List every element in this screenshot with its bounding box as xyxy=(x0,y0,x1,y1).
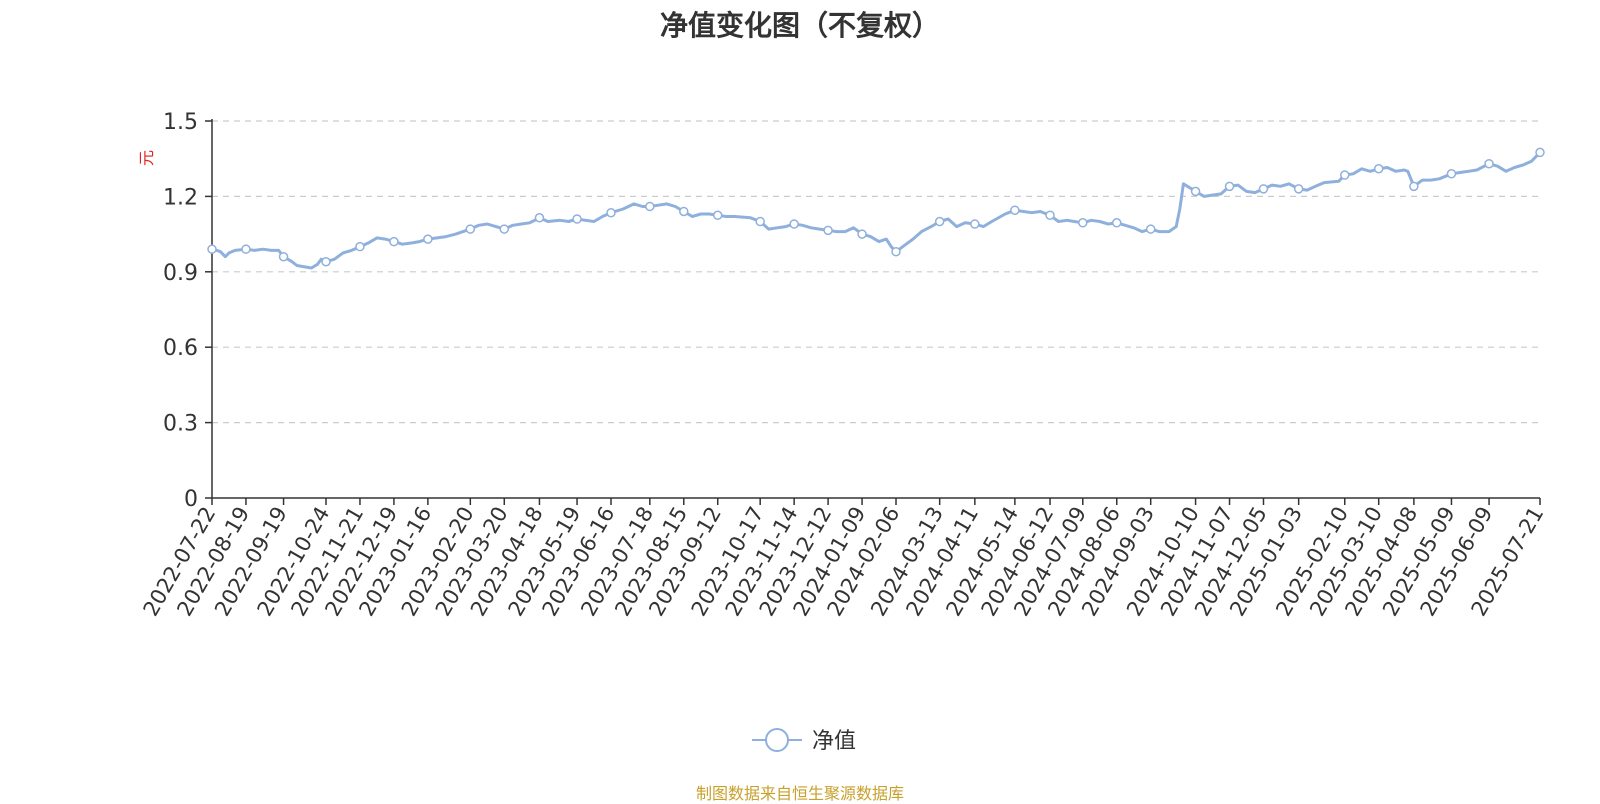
data-point xyxy=(1045,210,1055,220)
data-point xyxy=(857,229,867,239)
axes xyxy=(211,119,1540,499)
data-point xyxy=(1409,181,1419,192)
series-line xyxy=(211,151,1542,270)
x-axis-ticks: 2022-07-222022-08-192022-09-192022-10-24… xyxy=(139,498,1548,620)
y-tick-label: 0.6 xyxy=(163,336,198,361)
data-point xyxy=(1145,224,1156,234)
legend[interactable]: 净值 xyxy=(752,728,856,754)
data-point xyxy=(789,219,799,229)
data-point xyxy=(606,207,616,218)
data-point xyxy=(572,214,582,224)
chart-title: 净值变化图（不复权） xyxy=(659,9,940,42)
legend-label: 净值 xyxy=(812,729,856,754)
data-point xyxy=(1373,164,1384,174)
data-point xyxy=(241,244,251,254)
y-tick-label: 0.3 xyxy=(163,412,198,437)
data-point xyxy=(1010,205,1020,215)
data-point xyxy=(891,246,901,257)
data-point xyxy=(679,206,689,217)
y-tick-label: 1.5 xyxy=(163,110,198,135)
series-net-value xyxy=(207,147,1545,270)
data-point xyxy=(970,219,980,229)
data-point xyxy=(1446,169,1457,179)
data-point xyxy=(1224,181,1235,192)
data-point xyxy=(1258,184,1269,194)
data-point xyxy=(1339,170,1350,180)
grid-lines xyxy=(212,120,1540,424)
data-point xyxy=(389,236,399,247)
data-point xyxy=(645,201,655,212)
data-point xyxy=(465,224,476,234)
data-source-note: 制图数据来自恒生聚源数据库 xyxy=(695,784,904,803)
data-point xyxy=(1293,184,1304,194)
data-point xyxy=(1078,218,1088,228)
data-point xyxy=(534,213,545,223)
y-tick-label: 1.2 xyxy=(163,185,198,210)
data-point xyxy=(355,241,365,252)
data-point xyxy=(712,210,723,220)
data-point xyxy=(499,224,510,234)
y-axis-unit-label: 元 xyxy=(137,150,156,166)
y-tick-label: 0 xyxy=(184,487,198,512)
data-point xyxy=(1535,147,1545,158)
legend-circle-icon xyxy=(765,728,789,752)
data-point xyxy=(1484,158,1494,169)
data-point xyxy=(207,244,217,254)
data-point xyxy=(823,225,833,236)
data-point xyxy=(755,216,765,227)
data-point xyxy=(321,256,331,267)
data-point xyxy=(1111,218,1122,228)
y-axis-ticks: 0 0.3 0.6 0.9 1.2 1.5 xyxy=(163,110,212,512)
y-tick-label: 0.9 xyxy=(163,261,198,286)
data-point xyxy=(934,216,945,227)
data-point xyxy=(423,234,433,244)
data-point xyxy=(278,251,289,262)
data-point xyxy=(1190,186,1201,197)
